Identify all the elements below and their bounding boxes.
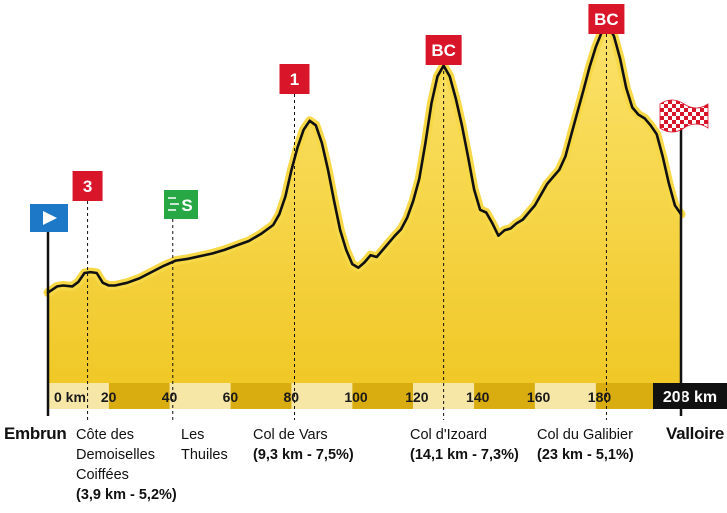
total-distance-box [653, 383, 727, 409]
finish-city-label: Valloire [666, 424, 724, 443]
x-tick-label: 20 [101, 389, 117, 405]
climb-stats-label: (23 km - 5,1%) [537, 447, 634, 463]
x-tick-label: 160 [527, 389, 551, 405]
climb-category-flag [588, 4, 625, 34]
elevation-area-layer [43, 21, 686, 383]
axis-band-segment [230, 383, 292, 409]
axis-band-segment [474, 383, 535, 409]
place-labels: Embrun Valloire Côte des Demoiselles Coiffée… [4, 424, 724, 503]
climb-name-line: Col d'Izoard [410, 427, 487, 443]
x-tick-label: 140 [466, 389, 490, 405]
x-tick-label: 0 km [54, 389, 86, 405]
axis-band-segment [595, 383, 657, 409]
sprint-category-label: S [181, 196, 192, 215]
climb-category-label: 1 [290, 70, 299, 89]
climb-name-line: Coiffées [76, 467, 129, 483]
climb-stats-label: (3,9 km - 5,2%) [76, 487, 177, 503]
climb-name-line: Côte des [76, 427, 134, 443]
x-tick-label: 80 [283, 389, 299, 405]
climb-markers: 3 1 BC BC S [30, 4, 709, 420]
climb-category-flag [72, 171, 103, 201]
climb-name-line: Col de Vars [253, 427, 328, 443]
x-tick-label: 100 [344, 389, 368, 405]
finish-checkered-flag-icon [659, 99, 709, 133]
climb-name-line: Demoiselles [76, 447, 155, 463]
start-city-label: Embrun [4, 424, 66, 443]
axis-band-segment [534, 383, 596, 409]
axis-band-segment [108, 383, 170, 409]
distance-axis: 0 km 20 40 60 80 100 120 140 160 180 208 km [48, 383, 727, 409]
climb-stats-label: (14,1 km - 7,3%) [410, 447, 519, 463]
sprint-speed-lines-icon [168, 197, 179, 211]
start-play-icon [43, 211, 57, 225]
elevation-line [46, 24, 683, 294]
axis-band-segment [291, 383, 353, 409]
climb-category-flag [279, 64, 310, 94]
sprint-name-line: Thuiles [181, 447, 228, 463]
sprint-flag [164, 190, 198, 219]
climb-category-flag [425, 35, 462, 65]
x-tick-label: 60 [223, 389, 239, 405]
x-tick-label: 40 [162, 389, 178, 405]
sprint-name-line: Les [181, 427, 204, 443]
climb-name-line: Col du Galibier [537, 427, 633, 443]
climb-category-label: 3 [83, 177, 92, 196]
climb-category-label: BC [594, 10, 619, 29]
x-tick-label: 180 [588, 389, 612, 405]
climb-category-label: BC [431, 41, 456, 60]
total-distance-label: 208 km [663, 389, 717, 406]
x-tick-label: 120 [405, 389, 429, 405]
axis-band-segment [169, 383, 231, 409]
axis-band-segment [352, 383, 414, 409]
axis-band-segment [48, 383, 109, 409]
climb-stats-label: (9,3 km - 7,5%) [253, 447, 354, 463]
elevation-area [48, 25, 681, 383]
